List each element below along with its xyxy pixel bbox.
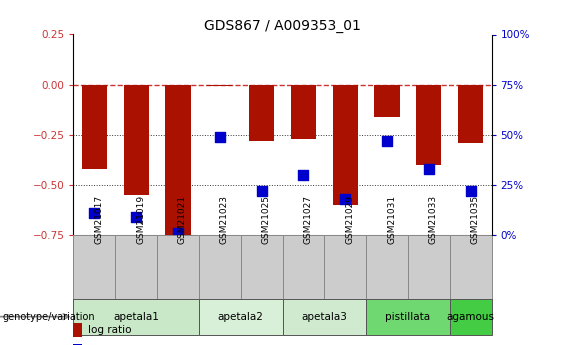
Bar	[282, 299, 366, 335]
Bar	[333, 85, 358, 205]
Bar	[199, 235, 241, 299]
Point	[341, 196, 350, 201]
Bar	[73, 235, 115, 299]
Bar	[207, 85, 232, 86]
Text: genotype/variation: genotype/variation	[3, 312, 95, 322]
Point	[424, 166, 433, 171]
Bar	[416, 85, 441, 165]
Point	[257, 188, 266, 193]
Text: GSM21019: GSM21019	[136, 195, 145, 244]
Bar	[249, 85, 274, 140]
Text: GSM21031: GSM21031	[387, 195, 396, 244]
Point	[90, 210, 99, 215]
Text: pistillata: pistillata	[385, 312, 431, 322]
Bar	[282, 235, 324, 299]
Point	[466, 188, 475, 193]
Bar	[375, 85, 399, 117]
Bar	[115, 235, 157, 299]
Text: GSM21021: GSM21021	[178, 195, 187, 244]
Bar	[291, 85, 316, 139]
Bar	[157, 235, 199, 299]
Text: GSM21025: GSM21025	[262, 195, 271, 244]
Point	[383, 138, 392, 143]
Text: GSM21023: GSM21023	[220, 195, 229, 244]
Bar	[73, 323, 82, 337]
Text: GSM21033: GSM21033	[429, 195, 438, 244]
Text: GSM21029: GSM21029	[345, 195, 354, 244]
Bar	[199, 299, 282, 335]
Point	[215, 134, 224, 139]
Bar	[124, 85, 149, 195]
Title: GDS867 / A009353_01: GDS867 / A009353_01	[204, 19, 361, 33]
Text: agamous: agamous	[447, 312, 494, 322]
Bar	[166, 85, 190, 240]
Bar	[450, 299, 492, 335]
Bar	[324, 235, 366, 299]
Bar	[458, 85, 483, 142]
Point	[132, 214, 141, 219]
Bar	[366, 299, 450, 335]
Bar	[241, 235, 282, 299]
Text: apetala2: apetala2	[218, 312, 264, 322]
Point	[299, 172, 308, 177]
Text: apetala3: apetala3	[301, 312, 347, 322]
Point	[173, 230, 182, 235]
Text: GSM21017: GSM21017	[94, 195, 103, 244]
Text: apetala1: apetala1	[113, 312, 159, 322]
Bar	[73, 299, 199, 335]
Text: log ratio: log ratio	[88, 325, 131, 335]
Text: GSM21035: GSM21035	[471, 195, 480, 244]
Bar	[408, 235, 450, 299]
Bar	[366, 235, 408, 299]
Text: GSM21027: GSM21027	[303, 195, 312, 244]
Bar	[82, 85, 107, 169]
Bar	[73, 344, 82, 345]
Bar	[450, 235, 492, 299]
